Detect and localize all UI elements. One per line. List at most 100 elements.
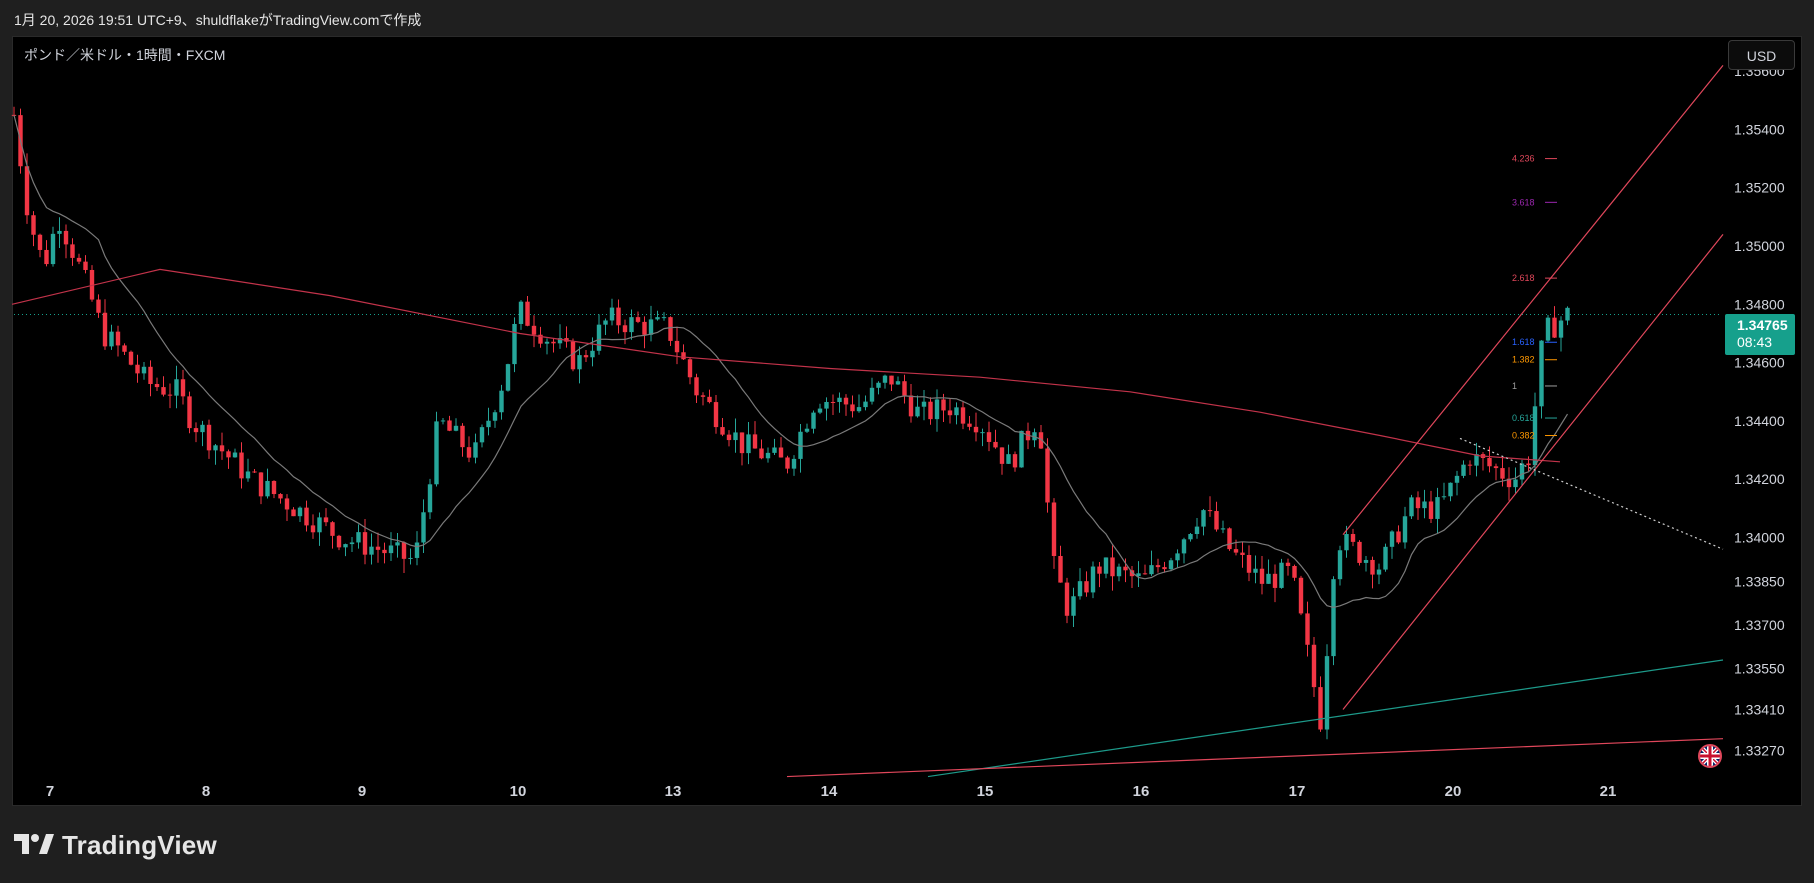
- candle-body: [837, 397, 842, 403]
- candle-body: [921, 401, 927, 407]
- candle-body: [44, 249, 49, 265]
- candle-body: [538, 334, 543, 344]
- candle-body: [154, 383, 160, 388]
- x-tick-label: 14: [821, 783, 838, 800]
- candle-body: [1259, 568, 1265, 584]
- candle-body: [1155, 565, 1161, 568]
- candle-body: [343, 544, 348, 548]
- fib-level-label: 2.618: [1512, 273, 1535, 283]
- candle-body: [460, 425, 465, 448]
- candle-body: [1292, 565, 1297, 578]
- chart-pane[interactable]: [12, 36, 1802, 806]
- candle-body: [453, 425, 459, 431]
- x-tick-label: 15: [977, 783, 994, 800]
- candle-body: [193, 428, 199, 433]
- candle-body: [1324, 656, 1330, 730]
- fib-level-label: 3.618: [1512, 197, 1535, 207]
- candle-body: [713, 402, 719, 428]
- candle-body: [902, 381, 907, 396]
- fib-level-label: 0.382: [1512, 431, 1535, 441]
- candle-body: [148, 366, 153, 384]
- candle-body: [1389, 531, 1395, 547]
- candle-body: [421, 512, 426, 543]
- candle-body: [1142, 573, 1148, 575]
- y-tick-label: 1.35400: [1734, 121, 1785, 137]
- tradingview-wordmark: TradingView: [62, 830, 217, 860]
- candle-body: [336, 535, 342, 548]
- candle-body: [395, 542, 400, 546]
- candle-body: [226, 451, 231, 458]
- candle-body: [291, 509, 296, 517]
- candle-body: [1409, 497, 1414, 517]
- candle-body: [505, 364, 511, 391]
- snapshot-caption: 1月 20, 2026 19:51 UTC+9、shuldflakeがTradi…: [14, 12, 422, 28]
- y-tick-label: 1.34200: [1734, 471, 1785, 487]
- candle-body: [986, 432, 992, 442]
- candle-body: [1526, 463, 1531, 466]
- candle-body: [1461, 464, 1466, 476]
- x-tick-label: 7: [46, 783, 54, 800]
- candle-body: [252, 471, 257, 473]
- y-tick-label: 1.33410: [1734, 702, 1785, 718]
- y-tick-label: 1.33270: [1734, 742, 1785, 758]
- candle-body: [1149, 565, 1154, 575]
- candle-body: [128, 351, 134, 365]
- candle-body: [388, 545, 394, 554]
- candle-body: [531, 325, 537, 335]
- candle-body: [271, 480, 277, 495]
- candle-body: [941, 399, 946, 411]
- candle-body: [1402, 516, 1408, 543]
- candle-body: [882, 375, 888, 383]
- currency-button[interactable]: USD: [1728, 40, 1795, 70]
- symbol-legend[interactable]: ポンド／米ドル・1時間・FXCM: [24, 47, 226, 63]
- candle-body: [1214, 511, 1219, 530]
- candle-body: [96, 299, 101, 313]
- x-tick-label: 10: [510, 783, 527, 800]
- candle-body: [1266, 573, 1271, 584]
- candle-body: [1344, 534, 1349, 551]
- candle-body: [1428, 501, 1434, 519]
- candle-body: [499, 390, 504, 413]
- candle-body: [284, 498, 290, 510]
- candle-body: [518, 301, 524, 324]
- candle-body: [356, 532, 361, 543]
- candle-body: [629, 317, 634, 333]
- candle-body: [1506, 478, 1512, 488]
- candle-body: [928, 401, 933, 420]
- candle-body: [830, 401, 836, 403]
- candle-body: [1227, 528, 1232, 550]
- candle-body: [232, 452, 238, 458]
- x-tick-label: 16: [1133, 783, 1150, 800]
- candle-body: [707, 396, 712, 403]
- candle-body: [89, 269, 95, 300]
- candle-body: [609, 307, 615, 321]
- candle-body: [1097, 566, 1102, 574]
- candle-body: [804, 428, 810, 432]
- uk-flag-icon[interactable]: [1698, 744, 1722, 768]
- candle-body: [1435, 497, 1440, 519]
- candle-body: [109, 331, 114, 347]
- candle-body: [583, 355, 589, 358]
- candle-body: [1383, 546, 1388, 570]
- candle-body: [447, 420, 452, 431]
- candle-body: [1019, 430, 1024, 468]
- fib-level-label: 4.236: [1512, 154, 1535, 164]
- candle-body: [772, 447, 777, 453]
- candle-body: [1487, 457, 1492, 467]
- fast-moving-average: [13, 114, 1569, 609]
- candle-body: [1201, 510, 1206, 527]
- candle-body: [674, 340, 680, 353]
- candle-body: [479, 427, 485, 443]
- candle-body: [915, 406, 920, 417]
- candle-body: [135, 364, 140, 374]
- x-tick-label: 13: [665, 783, 682, 800]
- candle-body: [1539, 340, 1544, 407]
- candle-body: [239, 452, 244, 479]
- candle-body: [817, 408, 823, 413]
- candle-body: [1220, 528, 1226, 530]
- candle-body: [687, 359, 693, 378]
- candle-body: [681, 352, 686, 360]
- candle-body: [245, 471, 251, 479]
- candle-body: [622, 325, 628, 333]
